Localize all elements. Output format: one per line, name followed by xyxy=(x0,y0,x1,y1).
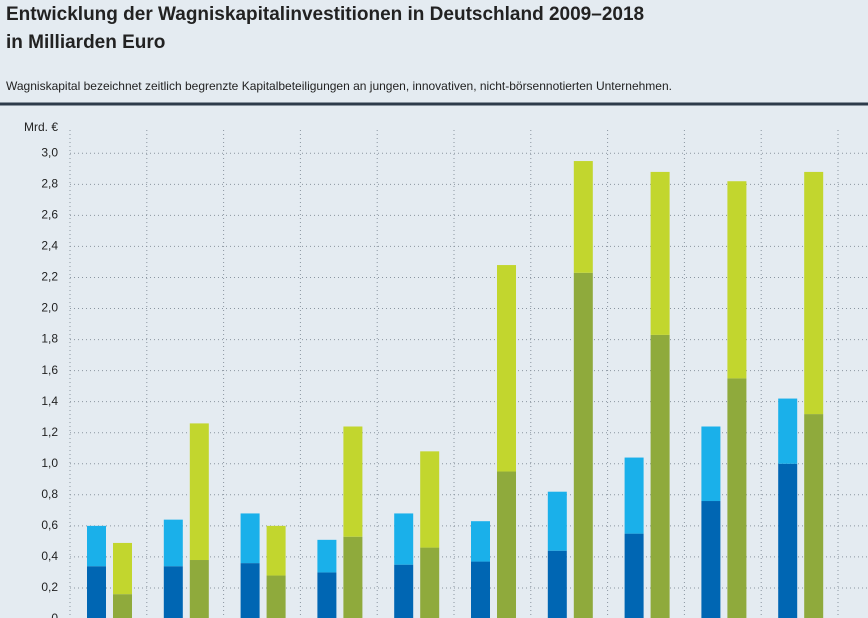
y-tick-label: 0,6 xyxy=(41,518,58,532)
bar-segment xyxy=(420,547,440,618)
bar-segment xyxy=(113,594,132,618)
bar-segment xyxy=(471,561,490,618)
y-tick-label: 0,2 xyxy=(41,580,58,594)
bar-segment xyxy=(547,550,567,618)
bar-segment xyxy=(778,463,798,618)
bar-segment xyxy=(547,491,567,551)
y-tick-label: 0,4 xyxy=(41,549,58,563)
bar-segment xyxy=(394,513,414,565)
bar-segment xyxy=(163,566,183,618)
bar-segment xyxy=(497,265,516,472)
y-tick-label: 1,4 xyxy=(41,394,58,408)
bar-segment xyxy=(266,575,286,618)
bar-segment xyxy=(778,398,798,464)
bar-segment xyxy=(573,272,593,618)
chart-subtitle: Wagniskapital bezeichnet zeitlich begren… xyxy=(6,79,672,93)
bar-segment xyxy=(113,542,132,595)
bar-segment xyxy=(394,564,414,618)
y-axis-label: Mrd. € xyxy=(24,120,58,134)
bar-segment xyxy=(240,513,260,564)
bar-segment xyxy=(87,525,106,567)
bar-segment xyxy=(189,560,209,618)
bar-segment xyxy=(471,521,490,562)
y-tick-label: 2,4 xyxy=(41,239,58,253)
y-tick-label: 2,0 xyxy=(41,301,58,315)
y-tick-label: 1,2 xyxy=(41,425,58,439)
bar-segment xyxy=(317,539,337,573)
y-tick-label: 2,8 xyxy=(41,177,58,191)
bar-segment xyxy=(624,533,644,618)
bar-segment xyxy=(266,525,286,576)
bar-segment xyxy=(87,566,106,618)
y-tick-label: 1,8 xyxy=(41,332,58,346)
bar-segment xyxy=(727,378,747,618)
bar-segment xyxy=(240,563,260,618)
bar-segment xyxy=(701,426,721,502)
y-tick-label: 2,2 xyxy=(41,270,58,284)
y-tick-label: 0 xyxy=(51,611,58,618)
bar-segment xyxy=(650,334,670,618)
bar-segment xyxy=(163,519,183,567)
bar-segment xyxy=(343,536,363,618)
bar-segment xyxy=(804,414,824,618)
y-tick-label: 1,6 xyxy=(41,363,58,377)
bar-segment xyxy=(497,471,516,618)
bar-segment xyxy=(573,161,593,273)
chart-title: in Milliarden Euro xyxy=(6,32,165,53)
bar-segment xyxy=(343,426,363,537)
chart-title: Entwicklung der Wagniskapitalinvestition… xyxy=(6,4,644,25)
y-tick-label: 0,8 xyxy=(41,487,58,501)
bar-segment xyxy=(727,181,747,379)
bar-segment xyxy=(420,451,440,548)
bar-segment xyxy=(701,501,721,618)
bar-segment xyxy=(624,457,644,534)
bar-segment xyxy=(804,171,824,415)
bar-segment xyxy=(317,572,337,618)
y-tick-label: 1,0 xyxy=(41,456,58,470)
bar-segment xyxy=(189,423,209,561)
y-tick-label: 2,6 xyxy=(41,208,58,222)
y-tick-label: 3,0 xyxy=(41,145,58,159)
bar-segment xyxy=(650,171,670,335)
